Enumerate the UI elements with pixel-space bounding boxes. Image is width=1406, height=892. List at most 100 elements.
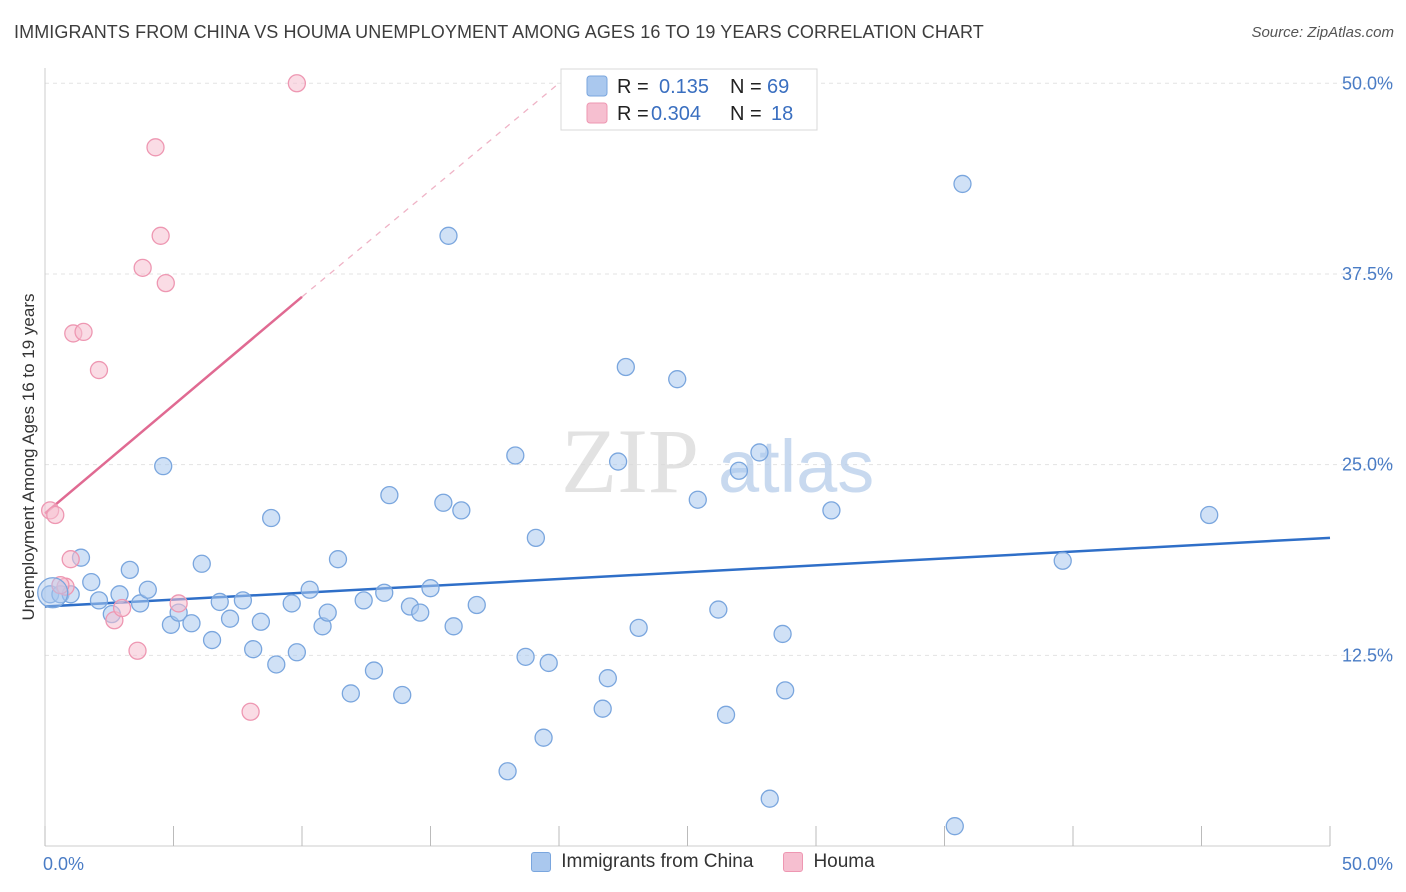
bottom-legend: Immigrants from China Houma xyxy=(0,851,1406,873)
legend: R = 0.135 N = 69 R = 0.304 N = 18 xyxy=(560,68,818,131)
legend-n-label-houma: N = xyxy=(730,103,762,125)
houma-point-9 xyxy=(128,641,147,660)
houma-point-11 xyxy=(146,138,165,157)
china-point-25 xyxy=(287,643,307,662)
y-tick-label-2: 37.5% xyxy=(1342,264,1393,284)
china-point-55 xyxy=(688,490,707,509)
china-point-21 xyxy=(251,612,271,631)
y-tick-label-0: 12.5% xyxy=(1342,645,1393,665)
china-point-35 xyxy=(393,685,412,705)
china-point-20 xyxy=(244,640,263,659)
china-point-9 xyxy=(130,594,150,613)
china-point-47 xyxy=(534,728,553,747)
china-point-66 xyxy=(1053,551,1072,570)
source-label: Source: ZipAtlas.com xyxy=(1251,24,1394,41)
trendline-china xyxy=(44,536,1331,608)
china-point-30 xyxy=(341,684,360,703)
china-point-62 xyxy=(776,681,795,700)
y-tick-label-3: 50.0% xyxy=(1342,73,1393,93)
china-point-58 xyxy=(729,461,749,480)
china-point-15 xyxy=(192,554,211,573)
china-point-45 xyxy=(516,647,535,666)
china-point-49 xyxy=(593,699,612,718)
china-point-8 xyxy=(120,560,139,580)
china-point-32 xyxy=(364,661,384,680)
china-point-23 xyxy=(267,655,286,674)
china-point-48 xyxy=(539,653,558,673)
bottom-legend-houma[interactable]: Houma xyxy=(783,851,875,873)
legend-n-label-china: N = xyxy=(730,76,762,98)
china-point-54 xyxy=(668,370,687,389)
china-point-31 xyxy=(354,591,373,610)
x-tick-label-0: 0.0% xyxy=(43,854,84,874)
china-point-34 xyxy=(380,485,399,505)
x-tick-label-1: 50.0% xyxy=(1342,854,1393,874)
grid xyxy=(45,82,1393,656)
china-point-65 xyxy=(953,174,972,194)
legend-n-value-houma: 18 xyxy=(771,103,793,125)
y-axis-label: Unemployment Among Ages 16 to 19 years xyxy=(19,294,38,621)
china-point-18 xyxy=(220,609,240,628)
china-point-19 xyxy=(233,591,253,610)
data-points xyxy=(37,74,1219,836)
legend-n-value-china: 69 xyxy=(767,76,789,98)
china-point-29 xyxy=(328,550,348,569)
legend-swatch-china xyxy=(586,75,608,97)
legend-r-label-houma: R = xyxy=(617,103,649,125)
bottom-legend-china-label: Immigrants from China xyxy=(561,851,754,872)
china-point-50 xyxy=(598,669,617,688)
houma-point-10 xyxy=(133,258,152,277)
y-tick-label-1: 25.0% xyxy=(1342,455,1393,475)
china-point-22 xyxy=(262,508,281,528)
china-point-11 xyxy=(154,457,173,476)
houma-point-6 xyxy=(89,360,109,380)
legend-swatch-houma xyxy=(586,102,608,124)
legend-r-value-houma: 0.304 xyxy=(651,103,701,125)
houma-point-17 xyxy=(51,575,70,595)
houma-point-14 xyxy=(169,594,188,613)
china-point-28 xyxy=(318,603,337,622)
china-point-68 xyxy=(439,226,458,245)
china-point-60 xyxy=(760,789,779,808)
china-point-51 xyxy=(608,452,628,471)
china-point-4 xyxy=(82,572,101,592)
legend-r-label-china: R = xyxy=(617,76,649,98)
houma-point-3 xyxy=(61,550,80,569)
china-point-56 xyxy=(709,600,728,619)
china-point-40 xyxy=(444,617,463,636)
china-point-44 xyxy=(506,446,525,465)
china-point-57 xyxy=(716,705,736,724)
china-point-63 xyxy=(822,501,841,520)
china-point-46 xyxy=(526,528,546,548)
china-point-5 xyxy=(89,591,109,610)
houma-point-13 xyxy=(156,273,175,293)
bottom-legend-china[interactable]: Immigrants from China xyxy=(531,851,753,873)
houma-point-5 xyxy=(74,322,93,342)
legend-r-value-china: 0.135 xyxy=(659,76,709,98)
chart-title: IMMIGRANTS FROM CHINA VS HOUMA UNEMPLOYM… xyxy=(14,22,984,42)
china-point-39 xyxy=(434,493,453,512)
houma-point-1 xyxy=(46,505,65,525)
china-point-41 xyxy=(452,501,471,520)
china-point-33 xyxy=(375,583,394,602)
axes: 12.5% 25.0% 37.5% 50.0% 0.0% 50.0% xyxy=(43,68,1393,874)
bottom-legend-houma-label: Houma xyxy=(813,851,875,872)
trendline-houma xyxy=(44,295,303,515)
china-point-14 xyxy=(182,614,201,633)
china-point-64 xyxy=(945,817,964,836)
china-point-61 xyxy=(773,624,792,644)
china-point-10 xyxy=(138,580,157,599)
bottom-legend-china-swatch xyxy=(531,852,552,872)
china-point-53 xyxy=(629,618,648,638)
china-point-59 xyxy=(750,443,769,462)
china-point-16 xyxy=(202,630,222,650)
china-point-24 xyxy=(282,594,301,613)
china-point-67 xyxy=(1200,505,1219,525)
houma-point-15 xyxy=(241,702,260,721)
china-point-43 xyxy=(498,762,517,781)
china-point-52 xyxy=(616,357,635,377)
houma-point-16 xyxy=(287,74,307,93)
china-point-17 xyxy=(210,592,229,612)
china-point-42 xyxy=(467,595,486,615)
